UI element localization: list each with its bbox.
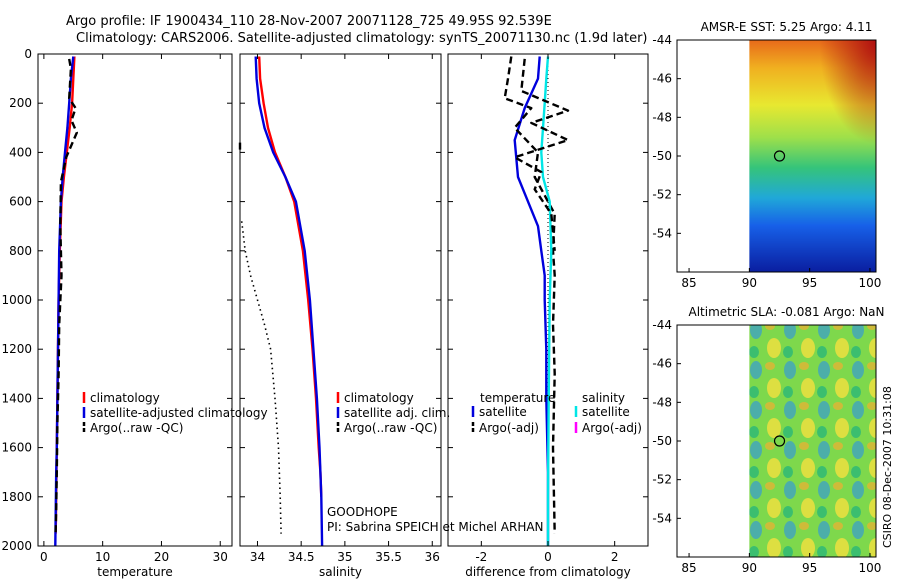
float-position-marker xyxy=(773,150,786,162)
legend-label: satellite xyxy=(479,405,527,419)
side-timestamp: CSIRO 08-Dec-2007 10:31:08 xyxy=(881,386,894,548)
x-tick-label: 85 xyxy=(681,276,696,290)
y-tick-label: -44 xyxy=(652,33,672,47)
x-tick-label: 10 xyxy=(95,550,110,564)
x-tick-label: 36 xyxy=(425,550,440,564)
x-tick-label: 90 xyxy=(742,561,757,575)
y-tick-label: -54 xyxy=(652,511,672,525)
y-tick-label: -46 xyxy=(652,357,672,371)
legend-label: Argo(..raw -QC) xyxy=(344,421,437,435)
figure-title-line2: Climatology: CARS2006. Satellite-adjuste… xyxy=(76,31,648,46)
legend-label: Argo(..raw -QC) xyxy=(90,421,183,435)
y-tick-label: 0 xyxy=(24,47,32,61)
figure-title-line1: Argo profile: IF 1900434_110 28-Nov-2007… xyxy=(66,14,552,29)
y-tick-label: 2000 xyxy=(1,539,32,553)
x-tick-label: 0 xyxy=(40,550,48,564)
x-tick-label: 95 xyxy=(802,276,817,290)
x-tick-label: 35.5 xyxy=(375,550,402,564)
x-tick-label: 35 xyxy=(337,550,352,564)
x-tick-label: 20 xyxy=(154,550,169,564)
y-tick-label: -44 xyxy=(652,318,672,332)
legend-label: climatology xyxy=(90,391,160,405)
map-data-field xyxy=(749,325,876,557)
x-tick-label: 90 xyxy=(742,276,757,290)
map-title: Altimetric SLA: -0.081 Argo: NaN xyxy=(688,305,884,319)
y-tick-label: 400 xyxy=(9,145,32,159)
temperature-panel: 0 10 20 30 temperature 0 200 400 600 800 1000 1200 1… xyxy=(1,47,267,579)
x-tick-label: -2 xyxy=(475,550,487,564)
y-tick-label: -48 xyxy=(652,395,672,409)
float-position-marker xyxy=(773,435,786,447)
y-tick-label: 1800 xyxy=(1,490,32,504)
x-axis-label: salinity xyxy=(319,565,362,579)
series-line-climatology xyxy=(258,56,323,497)
legend-label: satellite-adjusted climatology xyxy=(90,406,268,420)
pi-annotation: PI: Sabrina SPEICH et Michel ARHAN xyxy=(327,520,544,534)
legend-title-salinity: salinity xyxy=(582,391,625,405)
x-tick-label: 100 xyxy=(859,276,882,290)
series-line-satellite-adj-clim- xyxy=(254,56,324,547)
y-tick-label: 600 xyxy=(9,195,32,209)
y-tick-label: -54 xyxy=(652,226,672,240)
series-line-temperature-satellite xyxy=(513,56,550,546)
plot-frame xyxy=(239,53,442,547)
series-line-temperature-argo-adj- xyxy=(503,56,556,534)
x-tick-label: 34.5 xyxy=(288,550,315,564)
y-tick-label: -46 xyxy=(652,72,672,86)
x-tick-label: 100 xyxy=(859,561,882,575)
x-tick-label: 0 xyxy=(544,550,552,564)
series-line-salinity-argo-adj- xyxy=(513,58,570,251)
y-tick-label: -48 xyxy=(652,110,672,124)
x-tick-label: 34 xyxy=(250,550,265,564)
legend-label: climatology xyxy=(344,391,414,405)
map-warm-region xyxy=(749,40,876,272)
y-tick-label: 1000 xyxy=(1,293,32,307)
y-tick-label: 1400 xyxy=(1,391,32,405)
project-annotation: GOODHOPE xyxy=(327,505,398,519)
salinity-panel: 34 34.5 35 35.5 36salinityclimatologysatelli… xyxy=(238,53,544,579)
x-axis-label: difference from climatology xyxy=(465,565,631,579)
x-axis-label: temperature xyxy=(97,565,172,579)
y-tick-label: 800 xyxy=(9,244,32,258)
sst-map-panel: 85 90 95 100 -44 -46 -48 -50 -52 -54 AMSR-E SST: 5… xyxy=(652,20,881,290)
legend-label: satellite xyxy=(582,405,630,419)
x-tick-label: 2 xyxy=(611,550,619,564)
legend-label: satellite adj. clim. xyxy=(344,406,450,420)
x-tick-label: 95 xyxy=(802,561,817,575)
y-tick-label: -52 xyxy=(652,188,672,202)
map-title: AMSR-E SST: 5.25 Argo: 4.11 xyxy=(701,20,873,34)
legend-title-temperature: temperature xyxy=(480,391,555,405)
series-line-argo-dotted xyxy=(240,221,282,534)
y-tick-label: -50 xyxy=(652,434,672,448)
series-line-argo-raw-qc- xyxy=(54,58,79,534)
y-tick-label: 1200 xyxy=(1,342,32,356)
y-tick-label: -52 xyxy=(652,473,672,487)
y-tick-label: -50 xyxy=(652,149,672,163)
sla-map-panel: 85 90 95 100 -44 -46 -48 -50 -52 -54 Altimetric SL… xyxy=(652,305,884,575)
y-tick-label: 200 xyxy=(9,96,32,110)
legend-label: Argo(-adj) xyxy=(582,421,642,435)
series-line-salinity-satellite xyxy=(540,56,553,546)
x-tick-label: 85 xyxy=(681,561,696,575)
x-tick-label: 30 xyxy=(213,550,228,564)
legend-label: Argo(-adj) xyxy=(479,421,539,435)
y-tick-label: 1600 xyxy=(1,441,32,455)
